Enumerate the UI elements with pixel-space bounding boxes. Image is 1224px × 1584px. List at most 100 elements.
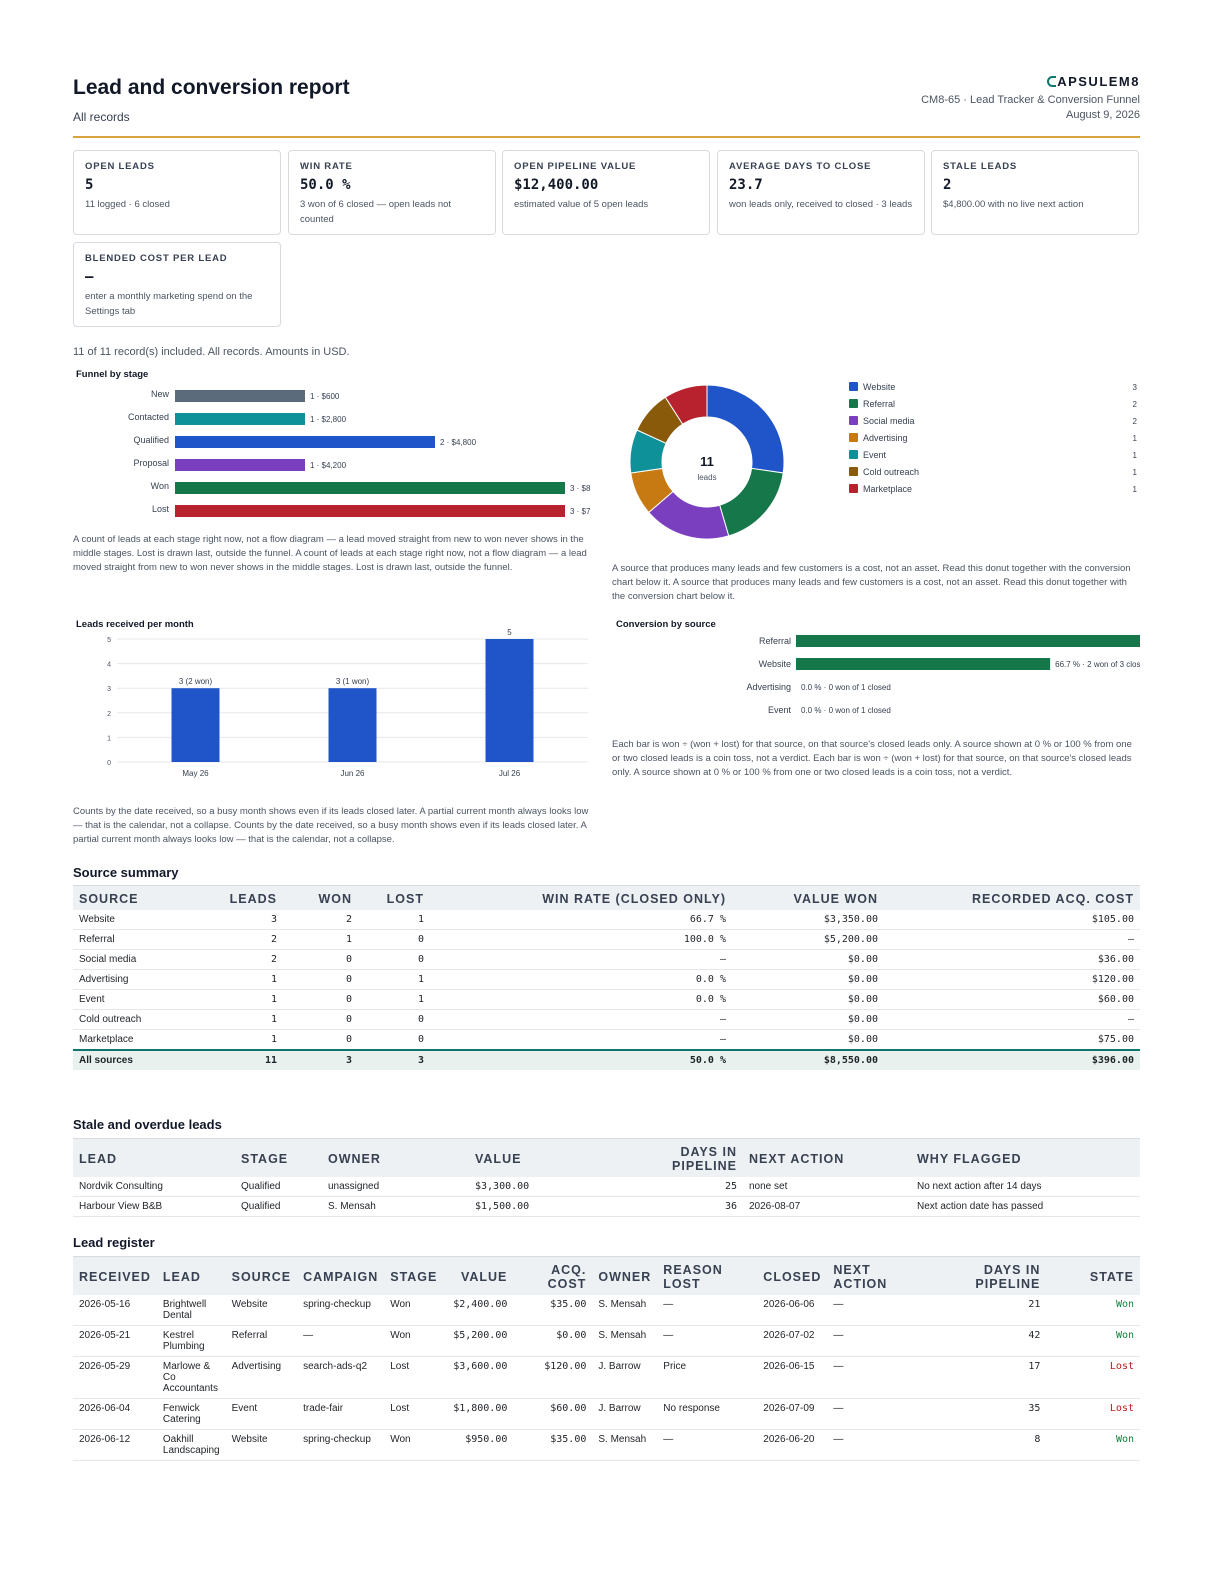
table-cell: Qualified [235,1177,322,1197]
table-cell: Brightwell Dental [156,1295,226,1326]
funnel-stage-label: Proposal [133,458,169,468]
conversion-title: Conversion by source [616,619,716,630]
table-cell: 2026-05-29 [73,1356,157,1399]
source-summary-title: Source summary [73,865,179,880]
funnel-caption: A count of leads at each stage right now… [73,534,587,573]
kpi-card: OPEN LEADS 5 11 logged · 6 closed [73,150,281,235]
table-cell: 8 [926,1429,1047,1461]
table-cell: 2 [213,929,283,950]
column-header: NEXT ACTION [743,1138,911,1177]
conversion-bar-label: 0.0 % · 0 won of 1 closed [801,706,891,715]
kpi-value: 5 [85,177,94,193]
table-cell: — [827,1295,927,1326]
table-cell: 50.0 % [430,1049,732,1070]
conversion-caption: Each bar is won ÷ (won + lost) for that … [612,739,1132,778]
total-row: All sources 11 3 3 50.0 % $8,550.00 $396.00 [73,1049,1140,1070]
table-row: 2026-05-16 Brightwell Dental Website spring… [73,1295,1140,1326]
table-row: Website 3 2 1 66.7 % $3,350.00 $105.00 [73,910,1140,930]
stale-table: LEAD STAGE OWNER VALUE DAYS IN PIPELINE … [73,1138,1140,1217]
legend-value: 1 [1133,468,1138,477]
column-header: LEAD [73,1138,235,1177]
table-cell: 0 [283,969,358,990]
table-cell: 0 [358,1029,430,1051]
table-row: Marketplace 1 0 0— $0.00 $75.00 [73,1029,1140,1051]
column-header: CAMPAIGN [297,1256,385,1295]
legend-swatch [849,467,858,476]
table-cell: Oakhill Landscaping [156,1429,226,1461]
table-header-row: RECEIVED LEAD SOURCE CAMPAIGN STAGE VALU… [73,1256,1140,1295]
funnel-bar [175,390,305,402]
table-row: 2026-06-12 Oakhill Landscaping Website spri… [73,1429,1140,1461]
table-cell: 42 [926,1325,1047,1357]
table-cell: Website [225,1429,298,1461]
y-tick-label: 2 [107,711,111,718]
table-cell: S. Mensah [592,1429,658,1461]
stale-body: Nordvik Consulting Qualified unassigned $3,… [73,1177,1140,1217]
funnel-stage-label: New [151,389,170,399]
table-cell: — [827,1325,927,1357]
table-cell: Website [73,910,213,930]
donut-center-label: leads [697,473,716,482]
table-cell: — [297,1325,385,1357]
table-cell: 3 [213,910,283,930]
stale-title: Stale and overdue leads [73,1117,222,1132]
table-cell: $35.00 [513,1429,593,1461]
legend-value: 1 [1133,434,1138,443]
legend-label: Advertising [863,433,908,443]
state-badge: Lost [1046,1356,1140,1399]
table-row: Cold outreach 1 0 0— $0.00— [73,1009,1140,1030]
table-cell: $105.00 [884,910,1140,930]
table-cell: 17 [926,1356,1047,1399]
month-bar-label: 5 [507,629,512,637]
table-row: Advertising 1 0 1 0.0 % $0.00 $120.00 [73,969,1140,990]
table-cell: Next action date has passed [911,1196,1140,1217]
column-header: VALUE [469,1138,619,1177]
legend-swatch [849,450,858,459]
table-cell: 0.0 % [430,989,732,1010]
table-cell: Won [384,1429,444,1461]
table-cell: trade-fair [297,1398,385,1430]
funnel-chart: New 1 · $600 Contacted 1 · $2,800 Qualified 2… [128,389,591,517]
table-cell: — [827,1356,927,1399]
y-tick-label: 3 [107,686,111,693]
register-body: 2026-05-16 Brightwell Dental Website spring… [73,1295,1140,1461]
column-header: NEXT ACTION [827,1256,927,1295]
donut-center-value: 11 [700,454,714,469]
funnel-bar [175,505,565,517]
table-cell: Event [225,1398,298,1430]
legend-value: 2 [1133,417,1138,426]
column-header: STAGE [235,1138,322,1177]
column-header: DAYS IN PIPELINE [619,1138,743,1177]
legend-value: 1 [1133,451,1138,460]
brand-name: APSULEM8 [1057,74,1140,89]
brand-logo-icon [1047,76,1057,87]
table-cell: S. Mensah [592,1295,658,1326]
column-header: LEAD [156,1256,226,1295]
table-cell: 0 [358,1009,430,1030]
legend-swatch [849,416,858,425]
kpi-card: WIN RATE 50.0 % 3 won of 6 closed — open… [288,150,496,235]
table-cell: S. Mensah [592,1325,658,1357]
table-cell: $1,800.00 [443,1398,514,1430]
y-tick-label: 1 [107,735,111,742]
kpi-card: OPEN PIPELINE VALUE $12,400.00 estimated… [502,150,710,235]
kpi-card: AVERAGE DAYS TO CLOSE 23.7 won leads onl… [717,150,925,235]
table-row: Harbour View B&B Qualified S. Mensah $1,500… [73,1196,1140,1217]
funnel-bar [175,482,565,494]
legend-value: 2 [1133,400,1138,409]
report-meta: APSULEM8 CM8-65 · Lead Tracker & Convers… [921,74,1140,123]
y-tick-label: 5 [107,637,111,644]
x-tick-label: Jun 26 [340,769,365,778]
table-cell: Lost [384,1398,444,1430]
table-cell: search-ads-q2 [297,1356,385,1399]
table-cell: Advertising [225,1356,298,1399]
table-cell: — [430,949,732,970]
legend-value: 1 [1133,485,1138,494]
table-cell: Harbour View B&B [73,1196,235,1217]
table-cell: 1 [358,989,430,1010]
table-cell: 2026-06-06 [757,1295,828,1326]
conversion-bar [796,635,1140,647]
table-cell: 66.7 % [430,910,732,930]
conversion-source-label: Event [768,705,792,715]
table-cell: Advertising [73,969,213,990]
